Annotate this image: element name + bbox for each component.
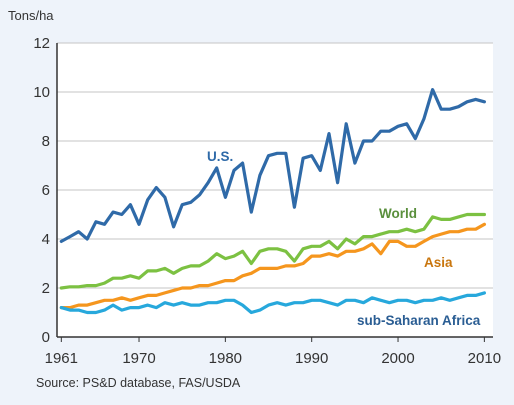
x-tick-label: 1980 [209,350,242,367]
x-tick-label: 2000 [381,350,414,367]
series-line-world [59,212,486,290]
series-labels: U.S. World Asia sub-Saharan Africa [207,149,481,328]
y-axis-ticks: 0 2 4 6 8 10 12 [33,35,50,346]
x-tick-label: 2010 [468,350,501,367]
grid-lines [56,42,493,338]
y-axis-unit-label: Tons/ha [8,8,54,23]
y-tick-label: 4 [42,231,50,248]
x-tick-label: 1970 [122,350,155,367]
x-axis-ticks: 1961 1970 1980 1990 2000 2010 [45,337,501,367]
y-tick-label: 10 [33,84,50,101]
y-tick-label: 6 [42,182,50,199]
series-lines [59,87,486,315]
x-tick-label: 1990 [295,350,328,367]
series-label-u-s: U.S. [207,149,233,164]
series-line-asia [59,222,486,310]
series-label-sub-saharan-africa: sub-Saharan Africa [357,313,481,328]
y-tick-label: 8 [42,133,50,150]
x-tick-label: 1961 [45,350,78,367]
y-tick-label: 12 [33,35,50,52]
series-label-asia: Asia [424,255,453,270]
series-label-world: World [379,206,417,221]
series-line-sub-saharan-africa [59,291,486,315]
source-note: Source: PS&D database, FAS/USDA [36,376,241,390]
y-tick-label: 0 [42,329,50,346]
series-line-u-s [59,87,486,243]
y-tick-label: 2 [42,280,50,297]
